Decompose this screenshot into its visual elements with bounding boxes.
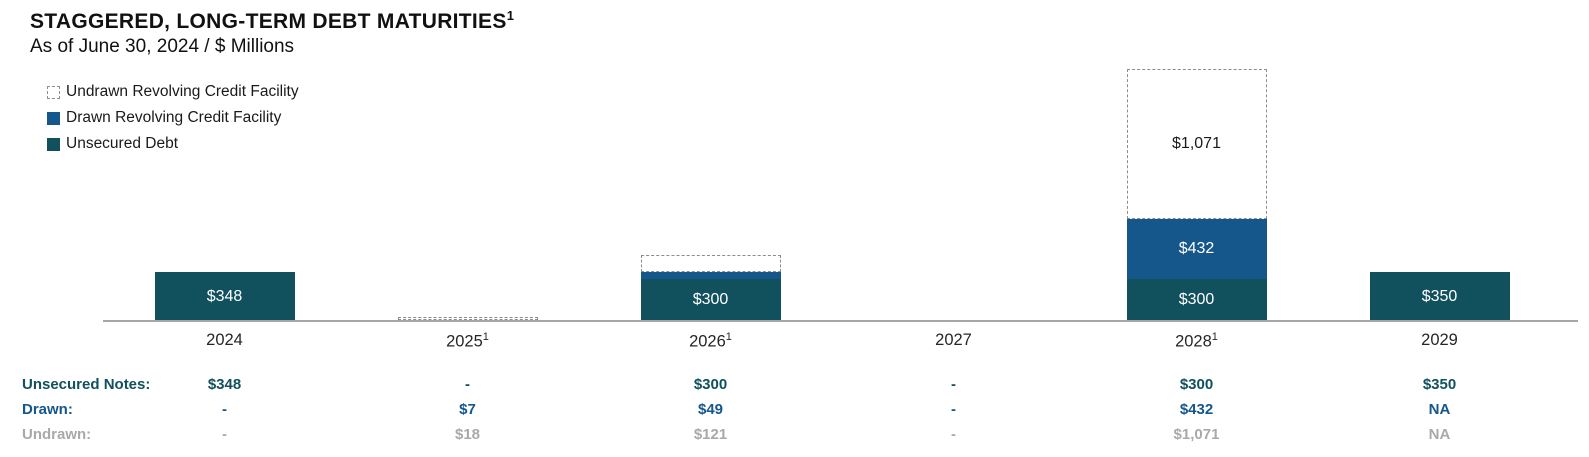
x-axis-label-2025: 20251 <box>446 331 489 351</box>
table-cell-undrawn-2029: NA <box>1428 426 1451 443</box>
x-axis-label-2028: 20281 <box>1175 331 1218 351</box>
bar-value-label: $348 <box>206 287 243 305</box>
table-cell-drawn-2026: $49 <box>697 401 724 418</box>
bar-segment-undrawn <box>397 317 538 320</box>
undrawn-swatch-icon <box>47 85 60 99</box>
title-footnote-marker: 1 <box>506 8 515 23</box>
table-cell-undrawn-2024: - <box>222 426 227 443</box>
table-cell-drawn-2029: NA <box>1428 401 1451 418</box>
bar-stack-2026: $300 <box>640 255 781 321</box>
table-cell-undrawn-2026: $121 <box>693 426 728 443</box>
bar-value-label: $300 <box>692 291 729 308</box>
table-cell-unsecured-2027: - <box>951 376 956 393</box>
footnote-marker: 1 <box>1211 331 1218 343</box>
bar-segment-unsecured: $350 <box>1369 272 1510 321</box>
x-axis-label-2024: 2024 <box>206 331 243 349</box>
bar-segment-undrawn: $1,071 <box>1126 69 1267 219</box>
bar-stack-2029: $350 <box>1369 272 1510 321</box>
table-cell-unsecured-2025: - <box>465 376 470 393</box>
bar-value-label: $432 <box>1178 240 1215 257</box>
bar-value-label: $1,071 <box>1172 135 1221 152</box>
bar-chart-plot-area: $348 $300 $1,071 $432 $300 $350 <box>154 69 1510 321</box>
footnote-marker: 1 <box>482 331 489 343</box>
table-row-label: Drawn: <box>22 401 73 418</box>
bar-stack-2024: $348 <box>154 272 295 321</box>
table-cell-unsecured-2024: $348 <box>207 376 242 393</box>
table-row-cells: - $7 $49 - $432 NA <box>103 401 1561 418</box>
legend-label: Drawn Revolving Credit Facility <box>66 109 282 126</box>
table-cell-unsecured-2028: $300 <box>1179 376 1214 393</box>
x-axis-label-2026: 20261 <box>689 331 732 351</box>
table-row-undrawn: Undrawn: - $18 $121 - $1,071 NA <box>0 426 1589 446</box>
table-cell-drawn-2028: $432 <box>1179 401 1214 418</box>
bar-segment-unsecured: $300 <box>640 279 781 321</box>
bar-value-label: $350 <box>1421 287 1458 305</box>
page-title: STAGGERED, LONG-TERM DEBT MATURITIES1 <box>30 8 514 34</box>
chart-legend: Undrawn Revolving Credit Facility Drawn … <box>47 79 299 157</box>
table-cell-undrawn-2025: $18 <box>454 426 481 443</box>
bar-value-label: $300 <box>1178 291 1215 308</box>
table-cell-unsecured-2029: $350 <box>1422 376 1457 393</box>
table-row-cells: - $18 $121 - $1,071 NA <box>103 426 1561 443</box>
table-row-unsecured: Unsecured Notes: $348 - $300 - $300 $350 <box>0 376 1589 396</box>
table-row-label: Unsecured Notes: <box>22 376 151 393</box>
table-row-drawn: Drawn: - $7 $49 - $432 NA <box>0 401 1589 421</box>
bar-stack-2028: $1,071 $432 $300 <box>1126 69 1267 321</box>
table-cell-drawn-2024: - <box>222 401 227 418</box>
bar-segment-undrawn <box>640 255 781 272</box>
subtitle: As of June 30, 2024 / $ Millions <box>30 36 295 57</box>
table-cell-drawn-2027: - <box>951 401 956 418</box>
legend-item-undrawn: Undrawn Revolving Credit Facility <box>47 79 299 105</box>
bar-segment-drawn: $432 <box>1126 219 1267 279</box>
bar-segment-drawn <box>640 272 781 279</box>
x-axis-labels: 2024 20251 20261 2027 20281 2029 <box>103 331 1561 352</box>
table-cell-drawn-2025: $7 <box>459 401 476 418</box>
legend-label: Undrawn Revolving Credit Facility <box>66 83 299 100</box>
legend-item-unsecured: Unsecured Debt <box>47 131 299 157</box>
x-axis-label-2027: 2027 <box>935 331 972 349</box>
footnote-marker: 1 <box>725 331 732 343</box>
x-axis-label-2029: 2029 <box>1421 331 1458 349</box>
table-row-cells: $348 - $300 - $300 $350 <box>103 376 1561 393</box>
legend-label: Unsecured Debt <box>66 135 179 152</box>
table-row-label: Undrawn: <box>22 426 92 443</box>
bar-segment-unsecured: $300 <box>1126 279 1267 321</box>
page-title-text: STAGGERED, LONG-TERM DEBT MATURITIES <box>30 10 507 33</box>
unsecured-swatch-icon <box>47 137 60 151</box>
table-cell-undrawn-2028: $1,071 <box>1173 426 1220 443</box>
table-cell-unsecured-2026: $300 <box>693 376 728 393</box>
table-cell-undrawn-2027: - <box>951 426 956 443</box>
legend-item-drawn: Drawn Revolving Credit Facility <box>47 105 299 131</box>
bar-segment-unsecured: $348 <box>154 272 295 321</box>
drawn-swatch-icon <box>47 111 60 125</box>
x-axis-line <box>103 320 1578 322</box>
